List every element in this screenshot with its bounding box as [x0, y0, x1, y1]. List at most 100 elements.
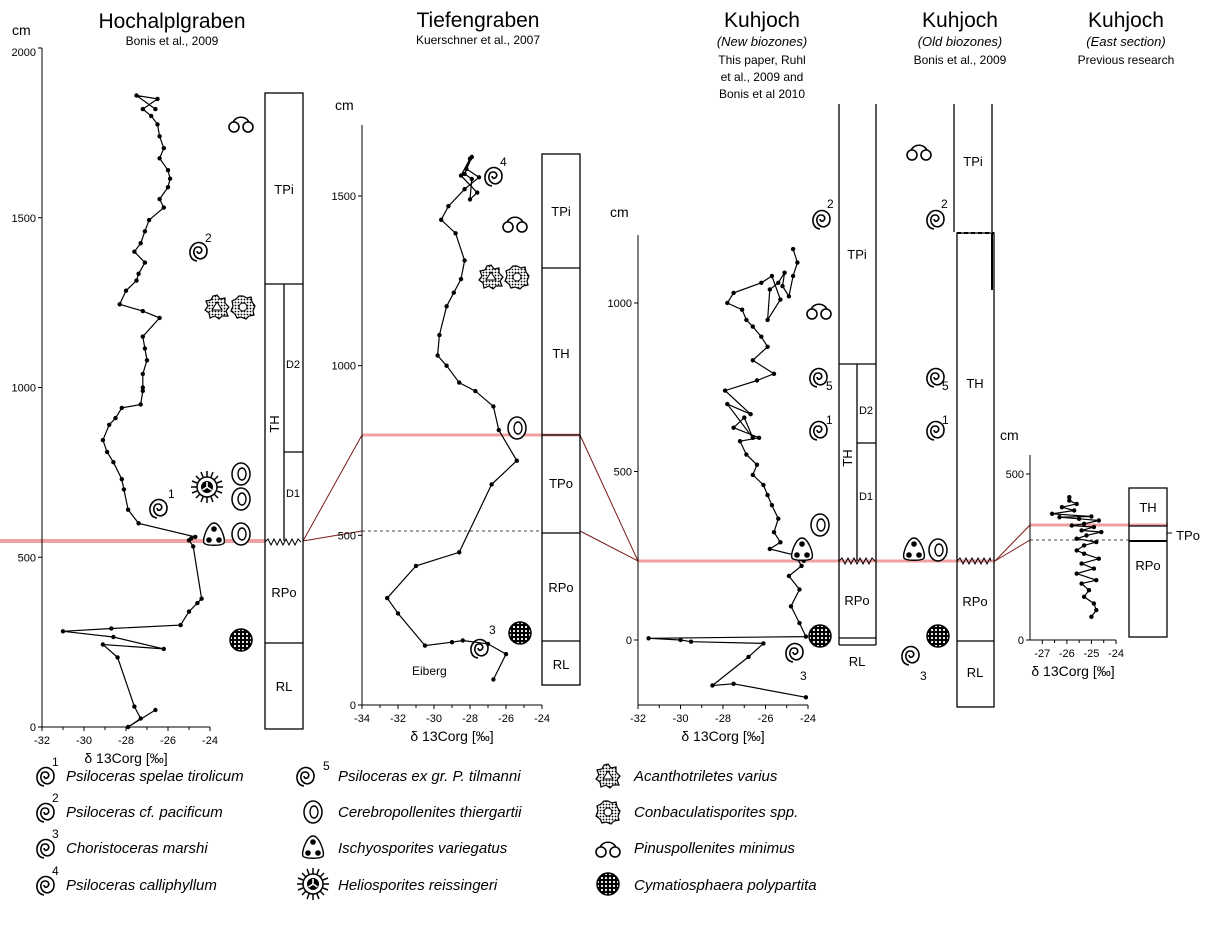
data-point	[725, 401, 730, 407]
legend-label-12: Cymatiosphaera polypartita	[634, 877, 817, 894]
data-point	[799, 563, 804, 569]
data-point	[744, 317, 749, 323]
ischyosporites-marker	[902, 537, 926, 561]
fossil-markers: 2 1 4 3 2 5 1 3 2	[149, 116, 950, 683]
panel4-title: Kuhjoch	[922, 9, 998, 32]
data-point	[437, 332, 442, 338]
data-point	[385, 595, 390, 601]
data-point	[155, 96, 160, 102]
legend-ammonite-3-sup: 3	[52, 827, 59, 841]
data-point	[446, 204, 451, 209]
panel2-subtitle: Kuerschner et al., 2007	[416, 33, 540, 47]
x-axis-label: δ 13Corg [‰]	[681, 728, 764, 744]
data-point	[140, 308, 145, 314]
cerebropollenites-marker	[810, 513, 830, 537]
legend-ammonite-5-icon	[296, 766, 315, 787]
tie-lines	[302, 434, 1031, 562]
data-point	[449, 640, 455, 645]
ammonite-5-number: 5	[942, 379, 949, 393]
legend-label-5: Psiloceras ex gr. P. tilmanni	[338, 768, 521, 785]
data-point	[776, 280, 781, 285]
data-point	[109, 626, 114, 631]
legend-pinuspollenites-icon	[595, 841, 621, 858]
data-point	[119, 405, 125, 411]
data-point	[786, 573, 792, 579]
y-axis-unit: cm	[1000, 427, 1019, 443]
data-point	[797, 620, 802, 626]
data-point	[444, 363, 449, 368]
zone-p4-tpi: TPi	[963, 154, 983, 169]
ammonite-5-number: 5	[826, 379, 833, 393]
y-tick-label: 500	[338, 530, 356, 542]
y-tick-label: 500	[18, 552, 36, 564]
legend-ischyosporites-icon	[301, 835, 325, 859]
data-point	[1079, 581, 1084, 586]
data-point	[1096, 556, 1102, 561]
data-point	[161, 146, 166, 151]
data-point	[790, 273, 796, 279]
legend-ammonite-3-icon	[36, 838, 55, 859]
y-tick-label: 1500	[332, 191, 356, 203]
data-point	[1099, 529, 1104, 535]
data-point	[731, 290, 736, 296]
data-point	[115, 655, 120, 660]
data-point	[111, 460, 116, 465]
data-point	[491, 404, 496, 409]
legend-ammonite-4-icon	[36, 875, 55, 896]
data-point	[778, 297, 783, 302]
panel4-note: Bonis et al., 2009	[914, 53, 1007, 67]
x-tick-label: -24	[800, 713, 816, 725]
zone-p1-th: TH	[267, 415, 282, 432]
data-point	[1079, 561, 1084, 566]
zone-p1-d2: D2	[286, 359, 300, 371]
zone-p2-tpi: TPi	[551, 204, 571, 219]
legend-cymatiosphaera-icon	[596, 872, 620, 896]
data-point	[746, 654, 751, 660]
isotope-series-line	[648, 248, 807, 698]
data-point	[125, 507, 131, 512]
cerebropollenites-marker	[231, 462, 251, 486]
legend-label-6: Cerebropollenites thiergartii	[338, 804, 522, 821]
isotope-series-line	[386, 156, 518, 680]
zone-p3-d2: D2	[859, 405, 873, 417]
data-point	[1049, 511, 1055, 516]
data-point	[193, 534, 198, 540]
data-point	[769, 503, 775, 508]
data-point	[100, 437, 106, 443]
legend-acanthotriletes-icon	[595, 763, 621, 789]
data-point	[142, 346, 148, 351]
legend-conbaculatisporites-icon	[595, 800, 621, 825]
data-point	[1067, 495, 1072, 500]
ammonite-1-marker	[149, 498, 168, 519]
ammonite-1-number: 1	[826, 413, 833, 427]
data-point	[514, 458, 519, 463]
data-point	[134, 93, 139, 98]
data-point	[759, 280, 764, 285]
data-point	[100, 642, 106, 647]
data-point	[803, 634, 809, 639]
panel5-subtitle: (East section)	[1086, 34, 1165, 49]
data-point	[462, 187, 467, 192]
panel1-subtitle: Bonis et al., 2009	[126, 34, 219, 48]
data-point	[117, 302, 122, 307]
data-point	[748, 412, 753, 417]
data-point	[646, 636, 651, 641]
cymatiosphaera-marker	[508, 621, 532, 645]
zone-p5-rpo: RPo	[1135, 558, 1160, 573]
y-tick-label: 500	[614, 467, 632, 479]
data-point	[186, 609, 192, 614]
data-point	[765, 492, 770, 498]
ammonite-4-marker	[484, 166, 503, 187]
data-point	[803, 695, 809, 700]
panel5-note: Previous research	[1078, 53, 1175, 67]
acanthotriletes-marker	[478, 264, 504, 290]
axis-group-2: 0 500 1000 -32 -30 -28 -26 -24 cm δ 13Corg [‰]	[608, 204, 816, 744]
x-tick-label: -30	[76, 735, 92, 747]
data-point	[140, 106, 145, 112]
zone-p3-th: TH	[840, 449, 855, 466]
data-point	[157, 134, 162, 139]
y-tick-label: 0	[626, 635, 632, 647]
data-point	[765, 317, 770, 323]
pinuspollenites-marker	[806, 303, 832, 320]
data-point	[113, 415, 118, 421]
